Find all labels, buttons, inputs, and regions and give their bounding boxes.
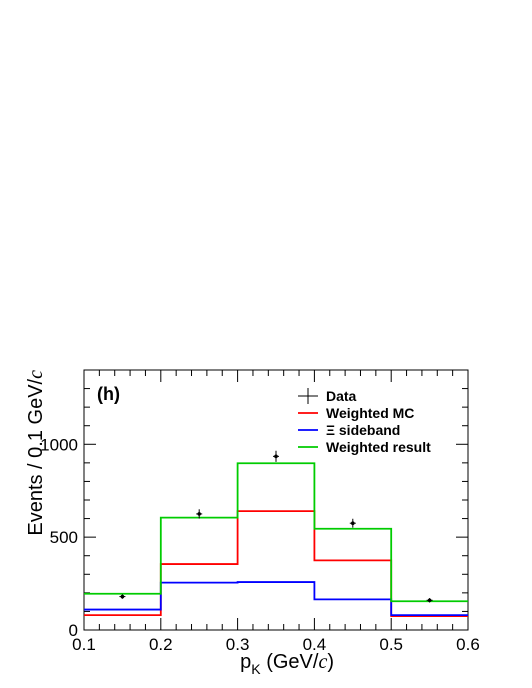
legend-label: Data: [326, 388, 357, 404]
data-point: [427, 598, 432, 603]
y-tick-label: 500: [50, 528, 78, 547]
legend-label: Ξ sideband: [326, 422, 400, 438]
x-axis-title-close: ): [327, 651, 334, 673]
data-point: [197, 512, 201, 516]
series-line-sideband: [84, 581, 468, 617]
y-tick-label: 0: [69, 621, 78, 640]
x-tick-label: 0.3: [226, 635, 250, 654]
panel-label: (h): [97, 384, 120, 404]
x-tick-label: 0.1: [72, 635, 96, 654]
data-point: [351, 521, 355, 526]
x-axis-title-c: c: [318, 651, 327, 673]
x-axis-title-main: p: [240, 651, 251, 673]
x-tick-label: 0.2: [149, 635, 173, 654]
legend-label: Weighted MC: [326, 405, 414, 421]
x-tick-label: 0.5: [379, 635, 403, 654]
x-axis-title-unit: (GeV/: [261, 651, 319, 673]
data-point: [120, 594, 125, 599]
axes: 0.1 0.2 0.3 0.4 0.5 0.6 0 500 1000: [40, 369, 480, 654]
x-tick-label: 0.6: [456, 635, 480, 654]
series-line-weighted-result: [84, 462, 468, 603]
y-axis-title-c: c: [25, 370, 47, 379]
x-tick-label: 0.4: [303, 635, 327, 654]
y-axis-title: Events / 0.1 GeV/c: [25, 370, 47, 536]
data-points: [119, 450, 433, 603]
y-tick-label: 1000: [40, 435, 78, 454]
y-axis-title-main: Events / 0.1 GeV/: [25, 378, 47, 535]
data-point: [274, 454, 278, 459]
legend-label: Weighted result: [326, 439, 431, 455]
series-lines: [84, 462, 468, 617]
x-axis-title-sub: K: [251, 661, 261, 677]
x-axis-title: pK (GeV/c): [240, 651, 334, 677]
